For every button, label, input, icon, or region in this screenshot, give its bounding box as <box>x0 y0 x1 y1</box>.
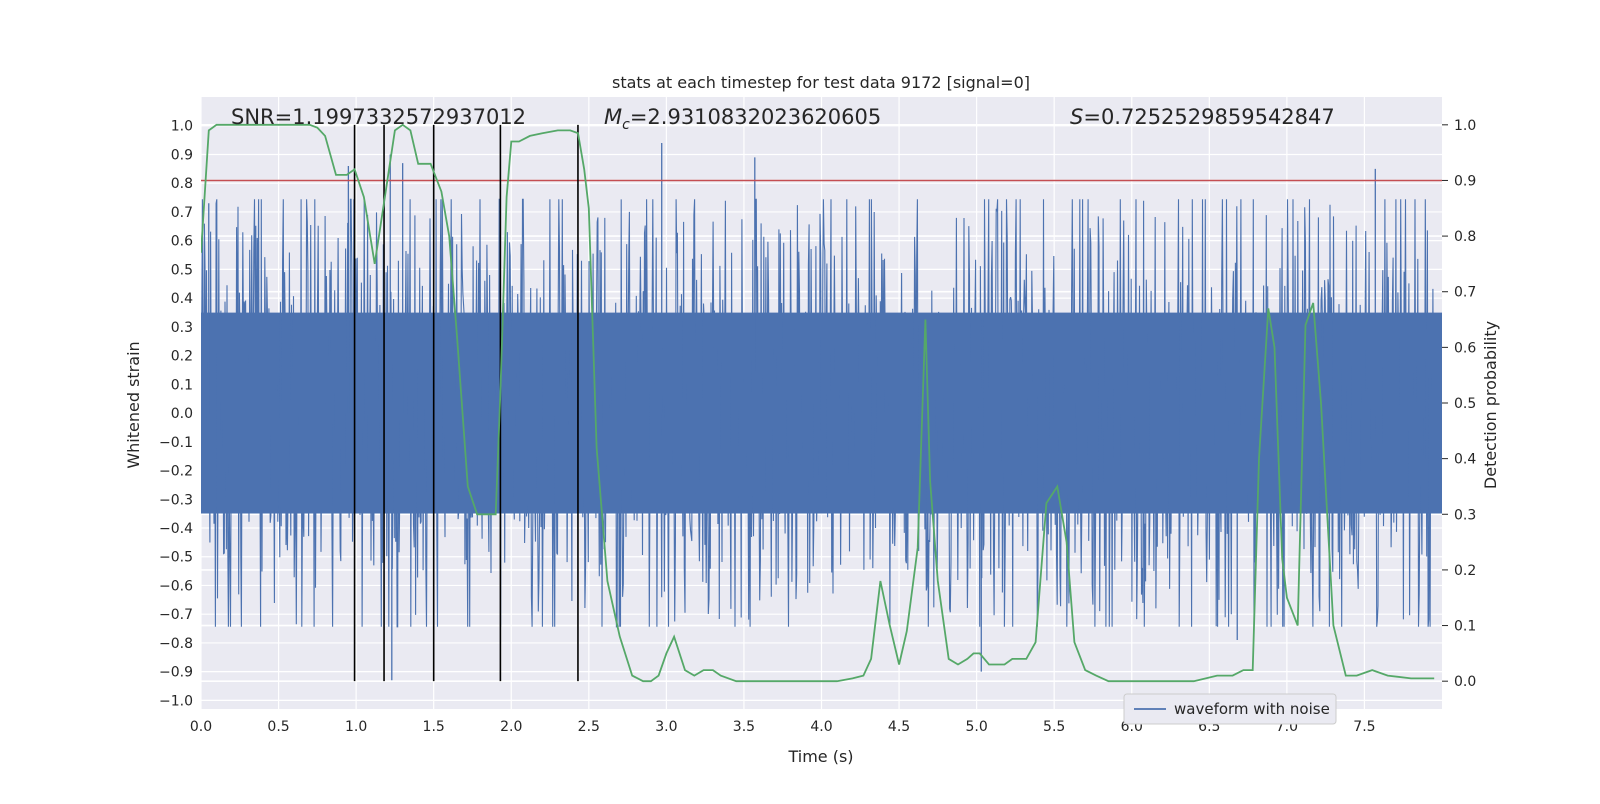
x-tick-label: 1.5 <box>423 719 445 735</box>
y-tick-label: −0.2 <box>159 464 193 480</box>
y-tick-label: −1.0 <box>159 693 193 709</box>
y-axis-ticks: −1.0 −0.9 −0.8 −0.7 −0.6 −0.5 −0.4 −0.3 −0.2 −0.1… <box>159 119 193 710</box>
x-tick-label: 1.0 <box>345 719 367 735</box>
x-tick-label: 3.0 <box>655 719 677 735</box>
y-tick-label: −0.1 <box>159 435 193 451</box>
snr-annotation: SNR=1.1997332572937012 <box>231 105 526 129</box>
y-right-axis-ticks: 0.0 0.1 0.2 0.3 0.4 0.5 0.6 0.7 0.8 0.9 1.0 <box>1442 118 1476 690</box>
detection-probability-series <box>201 123 1435 683</box>
y-right-tick-label: 0.8 <box>1454 229 1476 245</box>
y-right-tick-label: 1.0 <box>1454 118 1476 134</box>
x-tick-label: 5.5 <box>1043 719 1065 735</box>
x-tick-label: 4.0 <box>810 719 832 735</box>
y-tick-label: −0.3 <box>159 492 193 508</box>
y-right-axis-label: Detection probability <box>1481 321 1500 489</box>
y-tick-label: −0.8 <box>159 636 193 652</box>
y-tick-label: 0.6 <box>171 234 193 250</box>
waveform-series <box>201 142 1442 681</box>
y-right-tick-label: 0.7 <box>1454 285 1476 301</box>
chirp-mass-annotation: Mc=2.9310832023620605 <box>604 105 881 133</box>
waveform-line <box>201 198 1435 628</box>
y-tick-label: −0.9 <box>159 665 193 681</box>
y-tick-label: 0.0 <box>171 406 193 422</box>
y-right-tick-label: 0.2 <box>1454 563 1476 579</box>
x-tick-label: 0.5 <box>267 719 289 735</box>
y-tick-label: −0.6 <box>159 578 193 594</box>
legend-box <box>1123 693 1337 725</box>
chart-title: stats at each timestep for test data 917… <box>612 73 1030 92</box>
y-right-tick-label: 0.3 <box>1454 507 1476 523</box>
y-tick-label: 0.3 <box>171 320 193 336</box>
x-tick-label: 5.0 <box>965 719 987 735</box>
y-tick-label: 0.1 <box>171 377 193 393</box>
chirp-mass-symbol: M <box>604 105 622 129</box>
legend: waveform with noise <box>1123 693 1337 725</box>
y-tick-label: 0.5 <box>171 262 193 278</box>
y-right-tick-label: 0.1 <box>1454 619 1476 635</box>
y-tick-label: 0.2 <box>171 349 193 365</box>
s-annotation: S=0.7252529859542847 <box>1070 105 1335 129</box>
y-right-tick-label: 0.4 <box>1454 452 1476 468</box>
x-tick-label: 2.5 <box>578 719 600 735</box>
y-right-tick-label: 0.0 <box>1454 674 1476 690</box>
x-axis-label: Time (s) <box>787 747 853 766</box>
y-tick-label: −0.7 <box>159 607 193 623</box>
x-tick-label: 0.0 <box>190 719 212 735</box>
chirp-mass-value: =2.9310832023620605 <box>630 105 881 129</box>
x-tick-label: 2.0 <box>500 719 522 735</box>
y-tick-label: 1.0 <box>171 119 193 135</box>
detection-probability-line <box>201 123 1435 683</box>
x-axis-ticks: 0.0 0.5 1.0 1.5 2.0 2.5 3.0 3.5 4.0 4.5 5.0 5.5 6.0 6… <box>190 719 1376 735</box>
event-lines <box>353 124 579 682</box>
y-tick-label: 0.4 <box>171 291 193 307</box>
y-right-tick-label: 0.6 <box>1454 340 1476 356</box>
y-tick-label: −0.5 <box>159 550 193 566</box>
x-tick-label: 7.5 <box>1353 719 1375 735</box>
y-tick-label: 0.8 <box>171 176 193 192</box>
x-tick-label: 3.5 <box>733 719 755 735</box>
s-symbol: S <box>1070 105 1083 129</box>
x-tick-label: 4.5 <box>888 719 910 735</box>
y-tick-label: −0.4 <box>159 521 193 537</box>
y-tick-label: 0.9 <box>171 147 193 163</box>
chirp-mass-subscript: c <box>622 117 630 133</box>
y-axis-label: Whitened strain <box>124 341 143 468</box>
y-tick-label: 0.7 <box>171 205 193 221</box>
legend-label-waveform: waveform with noise <box>1174 700 1330 718</box>
y-right-tick-label: 0.9 <box>1454 173 1476 189</box>
y-right-tick-label: 0.5 <box>1454 396 1476 412</box>
s-value: =0.7252529859542847 <box>1083 105 1334 129</box>
